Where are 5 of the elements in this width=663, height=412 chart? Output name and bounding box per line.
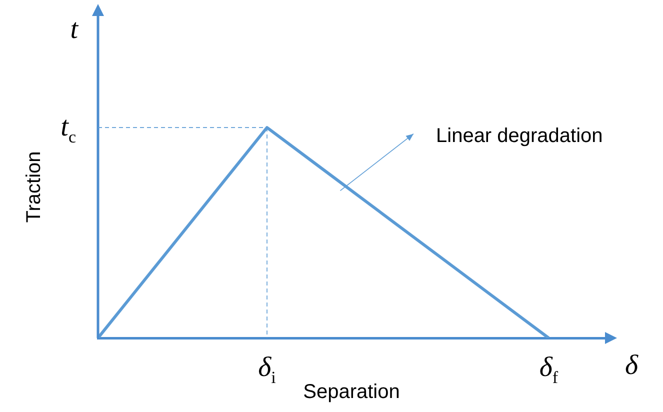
text: t bbox=[70, 14, 80, 45]
y-axis-title: Traction bbox=[23, 151, 45, 223]
annotation: Linear degradation bbox=[436, 124, 603, 147]
text: δ bbox=[625, 350, 639, 381]
x-axis-title: Separation bbox=[303, 381, 400, 403]
